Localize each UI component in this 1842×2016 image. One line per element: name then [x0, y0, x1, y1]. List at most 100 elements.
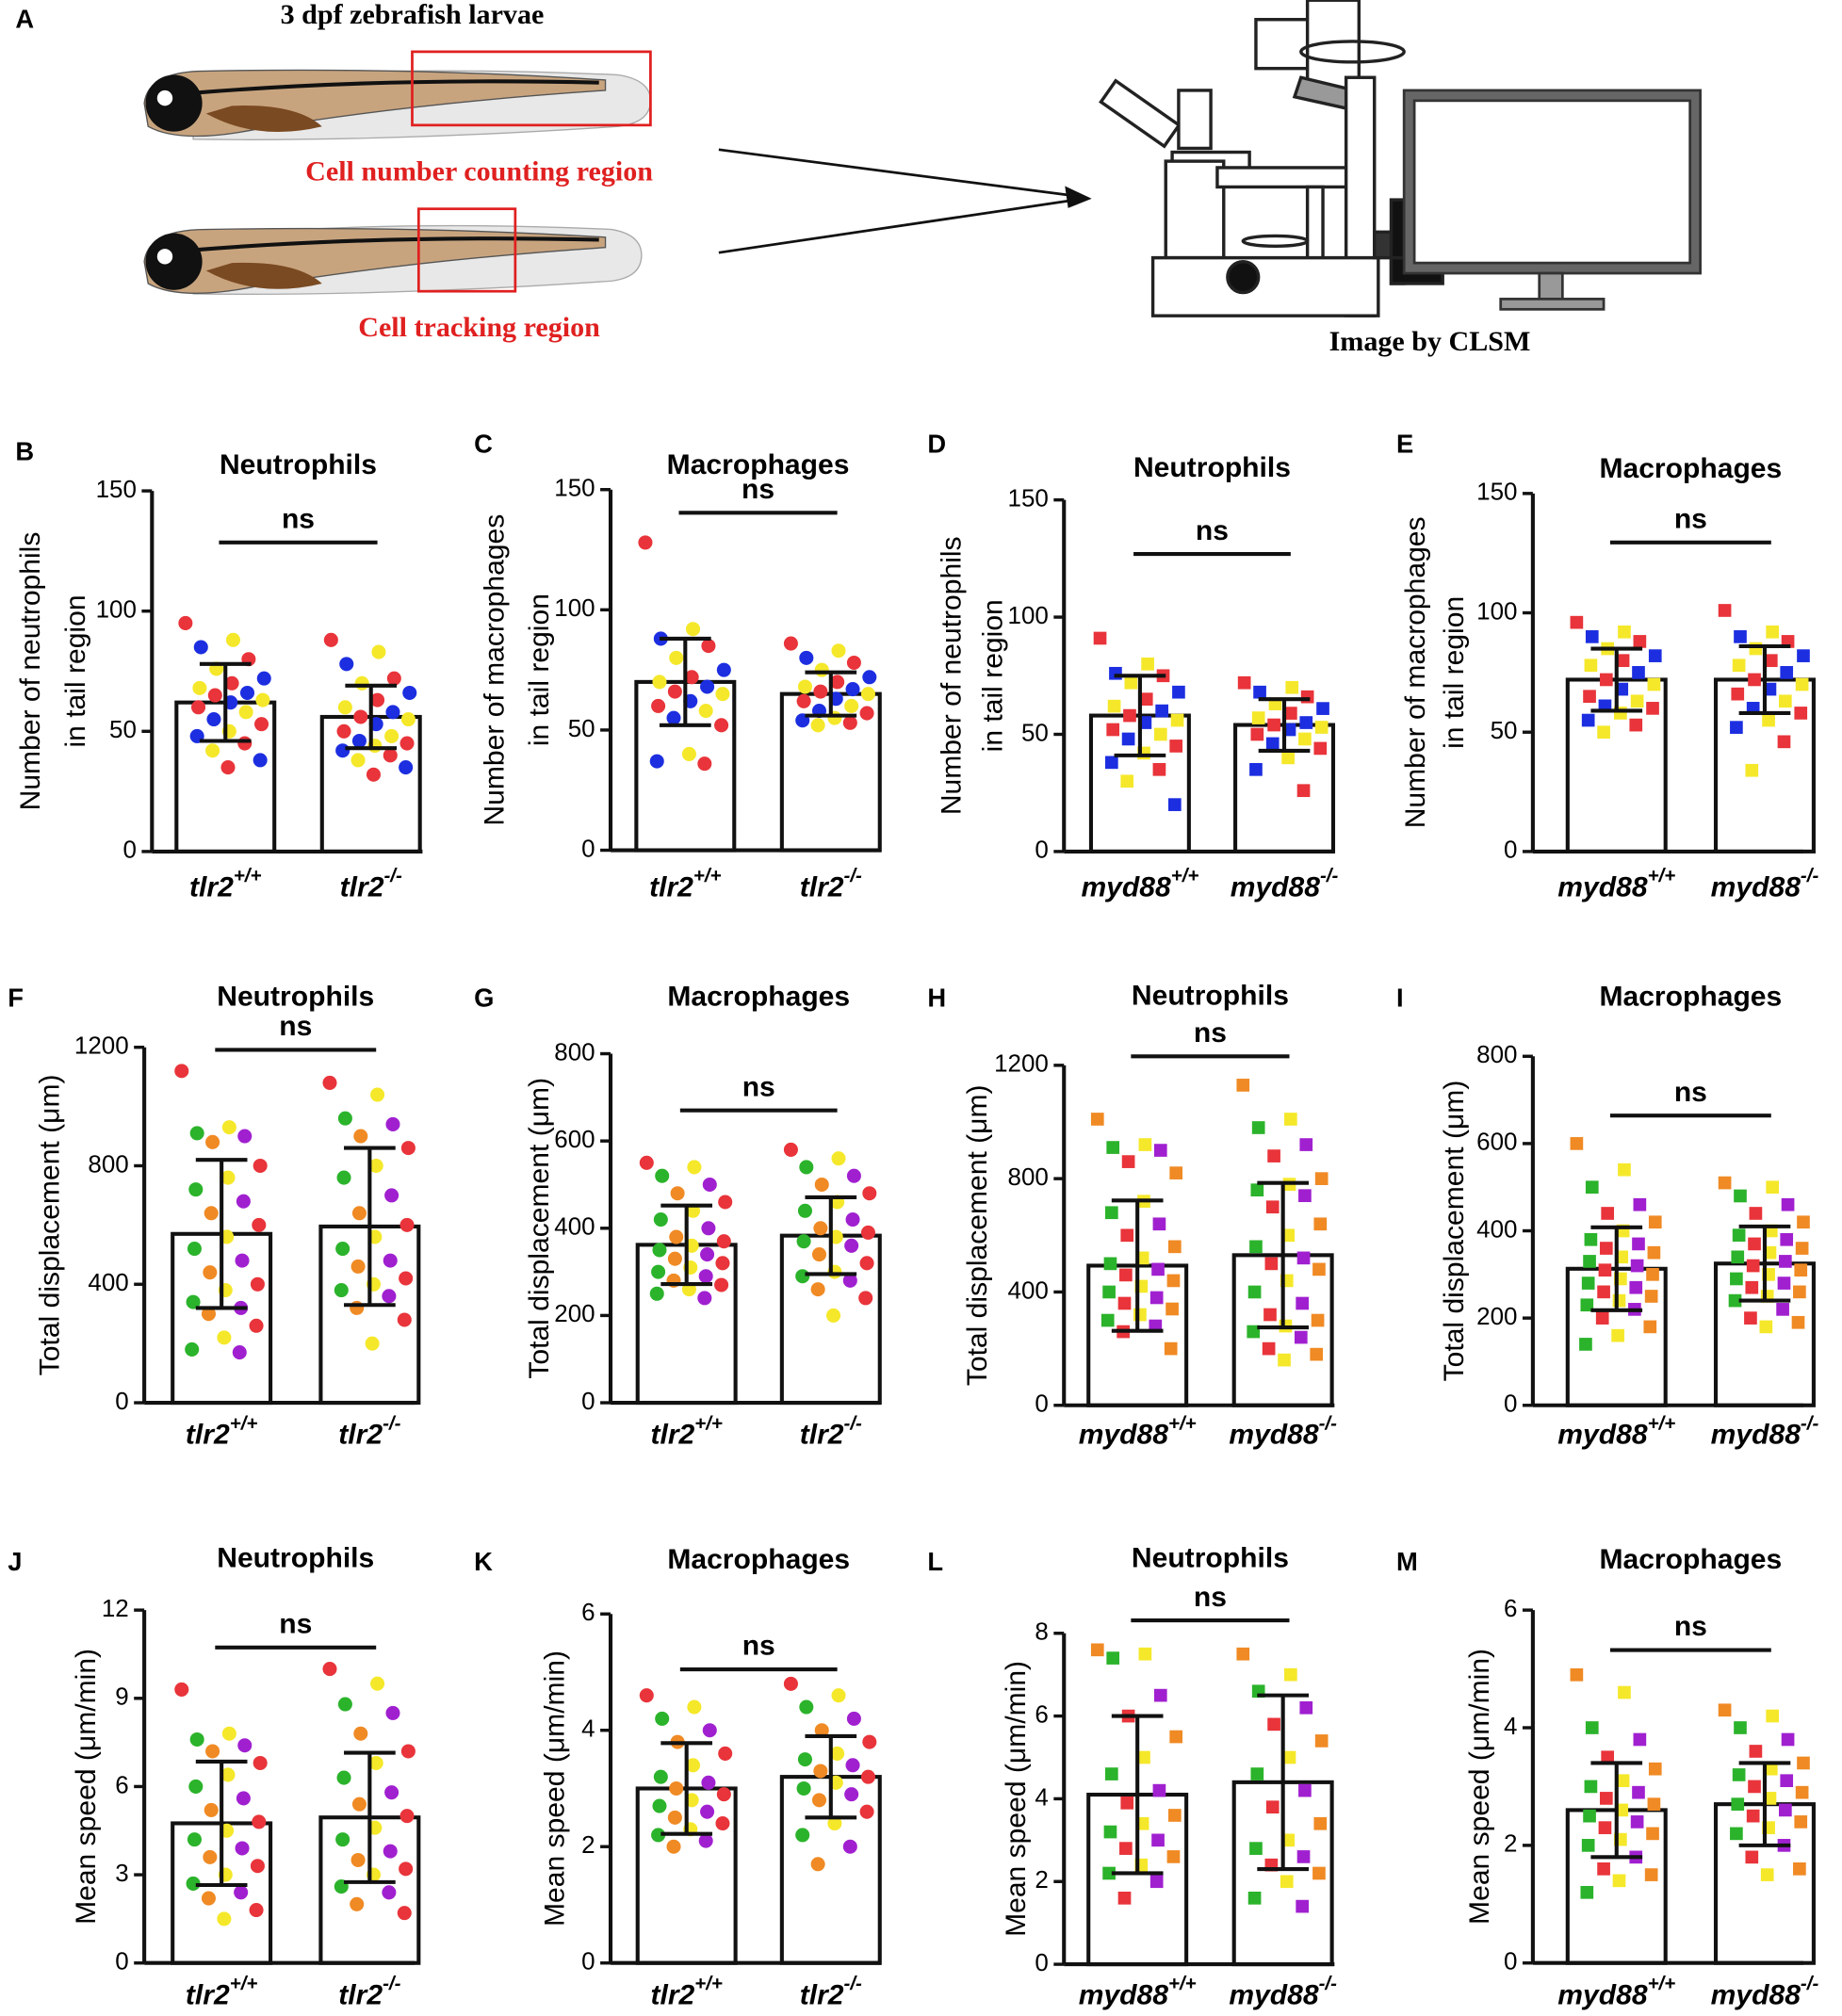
data-point	[1601, 1207, 1615, 1220]
data-point	[1312, 1866, 1326, 1880]
x-tick-label: tlr2-/-	[338, 1413, 400, 1451]
monitor	[1402, 89, 1702, 311]
data-point	[1598, 1821, 1612, 1834]
panel-letter: I	[1396, 983, 1404, 1012]
data-point	[714, 718, 729, 733]
y-tick-label: 1200	[994, 1049, 1049, 1078]
data-point	[188, 1182, 204, 1197]
data-point	[205, 743, 220, 758]
data-point	[1779, 1255, 1792, 1268]
data-point	[337, 700, 352, 715]
category-name: tlr2	[650, 1420, 694, 1451]
data-point	[1597, 725, 1610, 740]
x-tick-label: myd88-/-	[1711, 1413, 1819, 1451]
data-point	[1164, 1341, 1178, 1356]
data-point	[639, 1688, 654, 1703]
data-point	[859, 1804, 874, 1819]
data-point	[1280, 1875, 1294, 1889]
data-point	[1141, 658, 1154, 671]
fish-bottom	[143, 207, 643, 295]
data-point	[667, 1810, 682, 1825]
data-point	[655, 1168, 670, 1183]
data-point	[831, 643, 846, 658]
significance-label: ns	[742, 474, 774, 505]
data-point	[1169, 740, 1183, 753]
data-point	[225, 632, 240, 647]
data-point	[383, 1253, 398, 1268]
data-point	[235, 1253, 250, 1268]
data-point	[797, 679, 812, 694]
data-point	[220, 1767, 236, 1782]
data-point	[831, 1151, 846, 1166]
data-point	[1170, 713, 1184, 727]
error-bar	[1111, 1714, 1164, 1876]
chart-title: Macrophages	[667, 449, 850, 480]
data-point	[1281, 1228, 1295, 1243]
data-point	[249, 1903, 264, 1918]
y-tick-label: 800	[88, 1149, 128, 1178]
x-tick-label: tlr2+/+	[186, 1413, 257, 1451]
data-point	[336, 1170, 351, 1185]
data-point	[1263, 1308, 1277, 1322]
data-point	[1646, 702, 1659, 715]
category-genotype: +/+	[694, 1973, 723, 1994]
data-point	[687, 1160, 702, 1175]
data-point	[1597, 1285, 1610, 1299]
data-point	[1121, 732, 1135, 746]
data-point	[1584, 1232, 1598, 1246]
data-point	[715, 1816, 730, 1831]
data-point	[700, 679, 715, 694]
category-name: myd88	[1711, 1420, 1801, 1451]
category-name: myd88	[1081, 871, 1171, 902]
data-point	[1779, 694, 1792, 708]
data-point	[1139, 692, 1153, 706]
data-point	[224, 675, 239, 691]
category-genotype: -/-	[383, 1973, 401, 1994]
significance-label: ns	[279, 1011, 312, 1042]
data-point	[250, 1859, 265, 1874]
category-genotype: -/-	[383, 1413, 401, 1435]
data-point	[813, 1764, 828, 1779]
significance-label: ns	[279, 1608, 312, 1639]
data-point	[1744, 1311, 1757, 1325]
y-tick-label: 6	[115, 1770, 128, 1798]
data-point	[1262, 1341, 1276, 1356]
data-point	[335, 1241, 350, 1257]
data-point	[842, 715, 857, 730]
region-label: Cell tracking region	[358, 311, 600, 343]
data-point	[322, 1075, 337, 1090]
data-point	[1646, 1827, 1659, 1841]
y-axis-label: Number of neutrophils	[15, 532, 46, 811]
data-point	[1267, 718, 1280, 732]
data-point	[1166, 1274, 1181, 1288]
y-tick-label: 200	[554, 1299, 595, 1327]
category-genotype: +/+	[693, 866, 722, 887]
data-point	[1598, 1263, 1612, 1277]
chart-title: Neutrophils	[1133, 452, 1291, 483]
data-point	[715, 687, 730, 702]
data-point	[203, 1265, 218, 1280]
data-point	[1313, 1217, 1328, 1231]
data-point	[1249, 1240, 1263, 1254]
data-point	[1794, 1815, 1808, 1829]
category-genotype: -/-	[1801, 1973, 1819, 1994]
significance-label: ns	[1194, 1017, 1227, 1049]
data-point	[253, 753, 268, 768]
data-point	[718, 1746, 733, 1761]
data-point	[1105, 1767, 1118, 1780]
chart-title: Neutrophils	[217, 1543, 374, 1574]
data-point	[1265, 737, 1280, 751]
data-point	[639, 1155, 654, 1170]
data-point	[1583, 690, 1596, 704]
data-point	[239, 685, 255, 700]
data-point	[859, 1256, 874, 1271]
significance-label: ns	[1674, 503, 1707, 534]
data-point	[399, 1809, 415, 1824]
data-point	[649, 754, 664, 769]
data-point	[813, 1221, 828, 1236]
data-point	[670, 1186, 685, 1201]
error-bar	[1111, 1198, 1164, 1333]
data-point	[1734, 1189, 1747, 1203]
data-point	[382, 1885, 397, 1900]
y-tick-label: 150	[554, 474, 595, 502]
